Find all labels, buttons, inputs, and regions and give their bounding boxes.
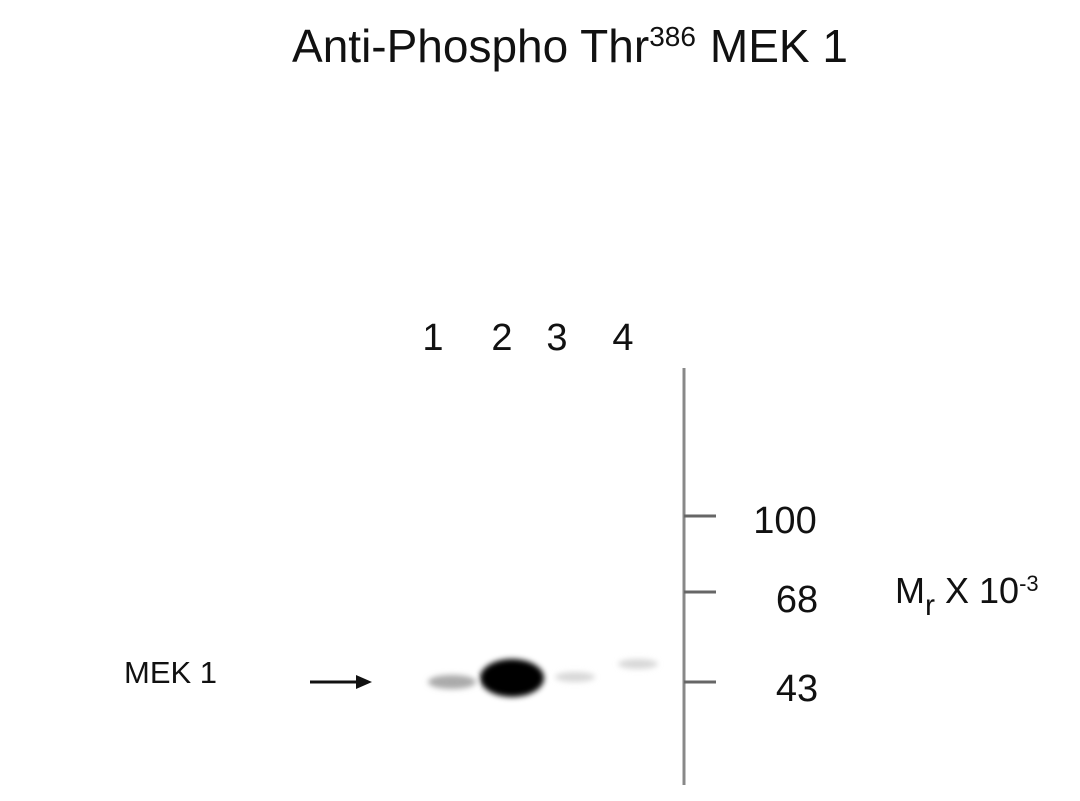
mass-label-subscript: r — [925, 589, 935, 622]
arrow-head — [356, 675, 372, 689]
marker-label: 100 — [753, 500, 816, 542]
mass-label-text: M — [895, 570, 925, 611]
marker-label: 68 — [776, 579, 818, 621]
bands — [428, 659, 658, 697]
lane-label: 2 — [491, 317, 512, 359]
lane-label: 1 — [422, 317, 443, 359]
lane-label: 4 — [612, 317, 633, 359]
marker-label: 43 — [776, 668, 818, 710]
title-suffix: MEK 1 — [710, 20, 848, 72]
title: Anti-Phospho Thr386 MEK 1 — [292, 20, 848, 72]
band — [480, 659, 544, 697]
title-text: Anti-Phospho Thr — [292, 20, 649, 72]
mass-label-suffix: X 10 — [945, 570, 1019, 611]
title-superscript: 386 — [649, 21, 696, 52]
band — [555, 672, 595, 682]
band — [618, 659, 658, 669]
lane-label: 3 — [546, 317, 567, 359]
mass-label: Mr X 10-3 — [895, 570, 1039, 622]
band — [428, 675, 476, 689]
mass-label-superscript: -3 — [1019, 571, 1039, 596]
band-label: MEK 1 — [124, 655, 217, 690]
